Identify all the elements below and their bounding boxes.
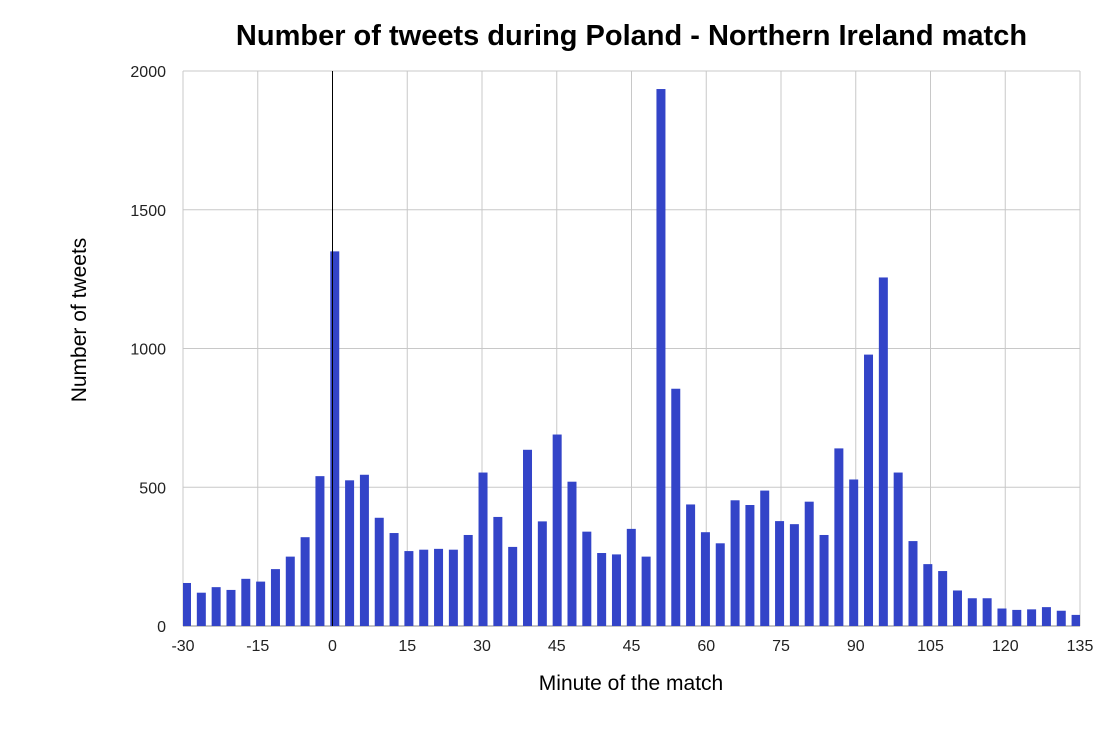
x-tick-label: 15 xyxy=(398,638,416,655)
bar xyxy=(686,504,696,626)
bar xyxy=(982,598,992,626)
bar xyxy=(211,587,221,626)
bar xyxy=(700,532,710,626)
x-tick-label: 30 xyxy=(473,638,491,655)
bar xyxy=(967,598,977,626)
bar xyxy=(270,569,280,626)
x-tick-label: 0 xyxy=(328,638,337,655)
bar xyxy=(523,449,533,626)
x-tick-label: -30 xyxy=(171,638,194,655)
x-tick-label: 60 xyxy=(697,638,715,655)
bar xyxy=(834,448,844,626)
bars xyxy=(183,89,1080,627)
bar xyxy=(567,481,577,626)
bar xyxy=(374,517,384,626)
bar xyxy=(671,388,681,626)
bar xyxy=(241,578,251,626)
bar xyxy=(864,354,874,626)
bar xyxy=(656,89,666,627)
x-tick-label: 45 xyxy=(548,638,566,655)
bar xyxy=(775,521,785,626)
y-tick-label: 0 xyxy=(157,619,166,636)
chart-title: Number of tweets during Poland - Norther… xyxy=(235,20,1028,52)
bar xyxy=(330,251,340,626)
bar xyxy=(300,537,310,626)
y-tick-label: 2000 xyxy=(130,64,166,81)
bar xyxy=(849,479,859,626)
bar xyxy=(1027,609,1037,626)
y-tick-label: 1500 xyxy=(130,203,166,220)
bar xyxy=(997,608,1007,626)
bar xyxy=(893,472,903,626)
bar xyxy=(508,546,518,626)
bar xyxy=(923,564,933,626)
x-axis-label: Minute of the match xyxy=(538,672,724,695)
bar xyxy=(1012,609,1022,626)
y-tick-label: 1000 xyxy=(130,342,166,359)
bar xyxy=(908,541,918,626)
bar xyxy=(626,528,636,626)
bar xyxy=(611,554,621,626)
x-tick-label: 75 xyxy=(772,638,790,655)
bar xyxy=(493,516,503,626)
bar xyxy=(641,556,651,626)
bar xyxy=(404,551,414,626)
x-tick-label: 105 xyxy=(917,638,944,655)
bar xyxy=(226,589,236,626)
bar xyxy=(478,472,488,626)
bar xyxy=(1071,614,1080,626)
bar xyxy=(730,500,740,626)
bar xyxy=(715,543,725,626)
bar xyxy=(1041,607,1051,626)
bar xyxy=(1056,610,1066,626)
bar xyxy=(552,434,562,626)
bar xyxy=(760,490,770,626)
bar xyxy=(938,571,948,626)
bar xyxy=(582,531,592,626)
x-tick-label: -15 xyxy=(246,638,269,655)
bar xyxy=(819,534,829,626)
bar xyxy=(463,534,473,626)
bar xyxy=(315,476,325,626)
bar xyxy=(419,549,429,626)
bar xyxy=(196,592,206,626)
x-tick-label: 135 xyxy=(1067,638,1094,655)
bar xyxy=(434,548,444,626)
bar xyxy=(345,480,355,626)
bar xyxy=(878,277,888,626)
bar xyxy=(804,501,814,626)
bar xyxy=(745,505,755,626)
y-tick-label: 500 xyxy=(139,480,166,497)
bar xyxy=(359,474,369,626)
axis-ticks: -30 -15 0 15 30 45 45 60 75 90 105 120 135 0 500 1000 15… xyxy=(130,64,1093,655)
bar xyxy=(789,524,799,626)
bar xyxy=(256,581,266,626)
bar xyxy=(597,553,607,626)
x-tick-label: 90 xyxy=(847,638,865,655)
bar xyxy=(952,590,962,626)
bar xyxy=(448,549,458,626)
bar xyxy=(183,582,191,626)
bar xyxy=(285,556,295,626)
x-tick-label: 45 xyxy=(623,638,641,655)
bar xyxy=(389,533,399,626)
bar xyxy=(537,521,547,626)
x-tick-label: 120 xyxy=(992,638,1019,655)
